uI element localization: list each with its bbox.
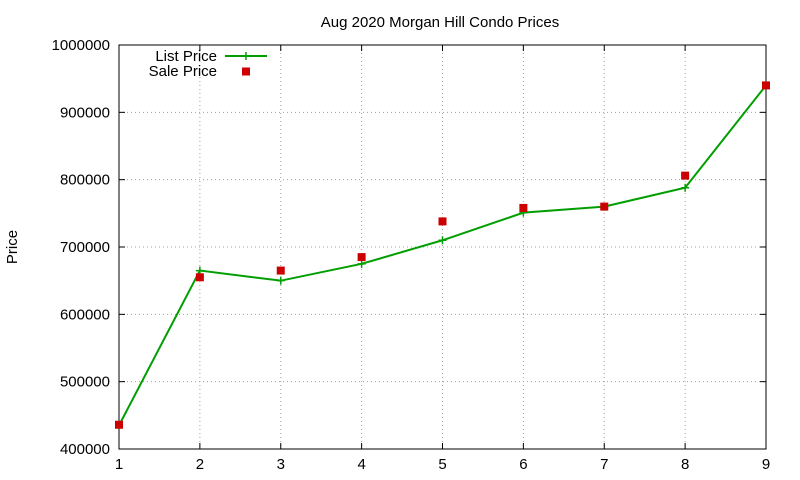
y-tick-label: 1000000 [52, 37, 110, 54]
legend-plus-marker [242, 52, 250, 60]
y-tick-label: 500000 [60, 374, 110, 391]
y-tick-label: 400000 [60, 441, 110, 458]
legend-label-list-price: List Price [155, 48, 217, 65]
chart-title: Aug 2020 Morgan Hill Condo Prices [321, 14, 559, 31]
x-tick-label: 3 [277, 456, 285, 473]
list-price-point [195, 266, 204, 275]
list-price-point [438, 236, 447, 245]
sale-price-point [115, 420, 123, 429]
x-tick-label: 7 [600, 456, 608, 473]
x-tick-label: 1 [115, 456, 123, 473]
list-price-point [276, 276, 285, 285]
legend-label-sale-price: Sale Price [149, 63, 217, 80]
sale-price-point [357, 253, 366, 262]
axes [118, 44, 767, 450]
sale-price-point [276, 266, 285, 275]
sale-price-point [681, 171, 690, 180]
legend-marker-list-price [242, 52, 250, 60]
sale-price-point [762, 81, 770, 90]
legend: List Price Sale Price [149, 48, 267, 80]
y-tick-label: 900000 [60, 104, 110, 121]
y-axis-label: Price [4, 230, 21, 264]
list-price-point [681, 183, 690, 192]
list-price-point [357, 259, 366, 268]
grid-lines [119, 45, 766, 449]
series-layer [115, 81, 770, 430]
x-tick-label: 4 [357, 456, 365, 473]
x-tick-label: 6 [519, 456, 527, 473]
list-price-line [118, 84, 767, 426]
y-tick-label: 800000 [60, 172, 110, 189]
sale-price-point [195, 273, 204, 282]
sale-price-point [438, 217, 447, 226]
legend-marker-sale-price [242, 67, 250, 76]
x-tick-label: 2 [196, 456, 204, 473]
tick-labels: 400000 500000 600000 700000 800000 900000 1000… [52, 37, 771, 473]
y-tick-label: 600000 [60, 306, 110, 323]
x-tick-label: 5 [438, 456, 446, 473]
plot-border [118, 44, 767, 450]
sale-price-point [600, 202, 609, 211]
sale-price-point [519, 203, 528, 212]
x-tick-label: 8 [681, 456, 689, 473]
y-tick-label: 700000 [60, 239, 110, 256]
x-tick-label: 9 [762, 456, 770, 473]
